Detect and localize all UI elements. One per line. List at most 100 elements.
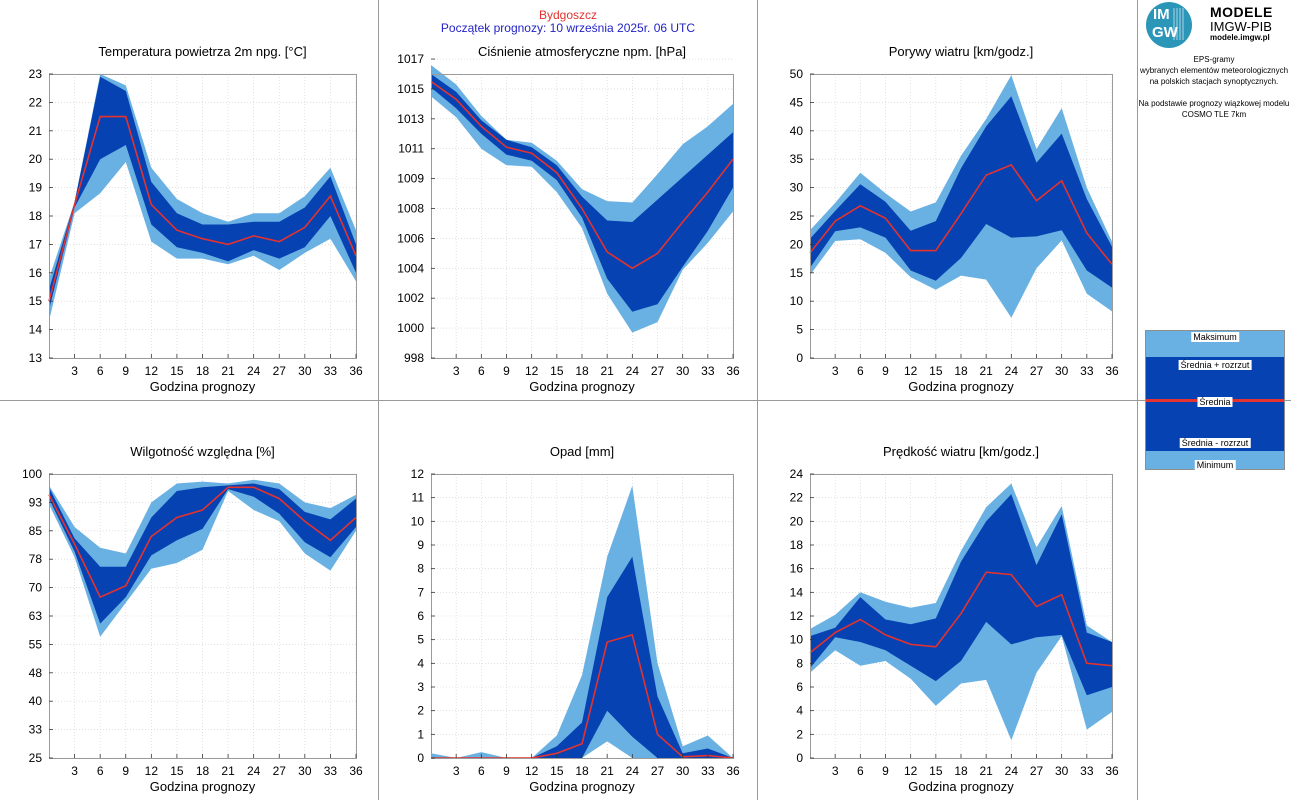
y-tick-label: 15	[790, 266, 804, 280]
x-tick-label: 15	[929, 764, 943, 778]
y-tick-label: 48	[29, 666, 43, 680]
x-tick-label: 24	[1005, 364, 1019, 378]
y-tick-label: 1	[417, 727, 424, 741]
spread-band	[49, 76, 356, 310]
legend-mean-minus-label: Średnia - rozrzut	[1179, 438, 1251, 448]
x-tick-label: 33	[701, 764, 715, 778]
chart-humidity: 3 6 9 12 15 18 21 24 27 30 33 362533404855637078859…	[22, 444, 363, 794]
y-tick-label: 7	[417, 585, 424, 599]
legend-min-label: Minimum	[1194, 460, 1236, 470]
x-tick-label: 27	[651, 364, 665, 378]
y-tick-label: 1004	[397, 261, 424, 275]
plot-frame	[49, 74, 357, 359]
y-tick-label: 1002	[397, 291, 424, 305]
x-tick-label: 33	[1080, 364, 1094, 378]
plot-frame	[810, 74, 1113, 359]
x-tick-label: 15	[929, 364, 943, 378]
y-tick-label: 12	[790, 609, 804, 623]
x-tick-label: 33	[324, 764, 338, 778]
y-tick-label: 1009	[397, 172, 424, 186]
brand-site: modele.imgw.pl	[1210, 33, 1270, 42]
x-tick-label: 9	[503, 364, 510, 378]
y-tick-label: 2	[796, 727, 803, 741]
y-tick-label: 9	[417, 538, 424, 552]
x-tick-label: 3	[71, 364, 78, 378]
y-tick-label: 40	[29, 694, 43, 708]
chart-windspeed: 3 6 9 12 15 18 21 24 27 30 33 360246810121416182022…	[790, 444, 1119, 794]
y-tick-label: 12	[411, 467, 425, 481]
description-text: EPS-gramy wybranych elementów meteorolog…	[1138, 55, 1290, 119]
x-tick-label: 27	[651, 764, 665, 778]
y-tick-label: 11	[412, 491, 425, 505]
mean-line	[48, 486, 357, 599]
y-tick-label: 16	[790, 562, 804, 576]
x-tick-label: 15	[170, 764, 184, 778]
spread-band	[810, 494, 1112, 696]
mean-line	[48, 115, 357, 302]
y-tick-label: 33	[29, 723, 43, 737]
y-tick-label: 55	[29, 637, 43, 651]
x-tick-label: 30	[298, 764, 312, 778]
x-tick-label: 30	[676, 364, 690, 378]
y-tick-label: 10	[790, 294, 804, 308]
x-tick-label: 12	[525, 364, 539, 378]
x-axis-label: Godzina prognozy	[150, 779, 256, 794]
mean-line	[809, 571, 1113, 667]
x-tick-label: 18	[954, 764, 968, 778]
x-tick-label: 27	[273, 764, 287, 778]
x-tick-label: 9	[122, 364, 129, 378]
plot-frame	[431, 74, 734, 359]
x-tick-label: 6	[478, 364, 485, 378]
y-tick-label: 1011	[398, 142, 424, 156]
y-tick-label: 14	[790, 585, 804, 599]
x-tick-label: 15	[550, 764, 564, 778]
y-tick-label: 14	[29, 323, 43, 337]
x-tick-label: 36	[1105, 764, 1119, 778]
y-tick-label: 15	[29, 294, 43, 308]
x-tick-label: 18	[575, 364, 589, 378]
x-tick-label: 21	[600, 764, 614, 778]
y-tick-label: 25	[790, 209, 804, 223]
x-tick-label: 24	[247, 764, 261, 778]
x-axis-label: Godzina prognozy	[908, 379, 1014, 394]
imgw-logo-icon: IM GW	[1146, 2, 1192, 48]
y-tick-label: 45	[790, 95, 804, 109]
x-tick-label: 12	[904, 364, 918, 378]
chart-title: Ciśnienie atmosferyczne npm. [hPa]	[478, 44, 686, 59]
x-tick-label: 21	[979, 364, 993, 378]
chart-precip: 3 6 9 12 15 18 21 24 27 30 33 360123456789101112Opa…	[411, 444, 740, 794]
y-tick-label: 23	[29, 67, 43, 81]
x-tick-label: 36	[1105, 364, 1119, 378]
y-tick-label: 22	[29, 95, 43, 109]
chart-pressure: 3 6 9 12 15 18 21 24 27 30 33 369981000100210041006…	[397, 44, 740, 394]
x-tick-label: 18	[954, 364, 968, 378]
y-tick-label: 20	[29, 152, 43, 166]
y-tick-label: 1000	[397, 321, 424, 335]
x-axis-label: Godzina prognozy	[150, 379, 256, 394]
chart-title: Temperatura powietrza 2m npg. [°C]	[98, 44, 306, 59]
x-tick-label: 27	[1030, 364, 1044, 378]
y-tick-label: 20	[790, 237, 804, 251]
x-tick-label: 21	[221, 364, 235, 378]
y-tick-label: 30	[790, 181, 804, 195]
y-tick-label: 40	[790, 124, 804, 138]
x-tick-label: 30	[1055, 364, 1069, 378]
x-tick-label: 36	[349, 364, 363, 378]
x-tick-label: 6	[97, 764, 104, 778]
chart-title: Opad [mm]	[550, 444, 614, 459]
x-tick-label: 3	[453, 764, 460, 778]
y-tick-label: 35	[790, 152, 804, 166]
x-tick-label: 9	[882, 764, 889, 778]
y-tick-label: 3	[417, 680, 424, 694]
y-tick-label: 50	[790, 67, 804, 81]
chart-temp: 3 6 9 12 15 18 21 24 27 30 33 361314151617181920212…	[29, 44, 363, 394]
y-tick-label: 10	[411, 514, 425, 528]
y-tick-label: 13	[29, 351, 43, 365]
x-tick-label: 3	[453, 364, 460, 378]
y-tick-label: 6	[796, 680, 803, 694]
y-tick-label: 22	[790, 491, 804, 505]
x-tick-label: 33	[1080, 764, 1094, 778]
y-tick-label: 1017	[397, 52, 424, 66]
y-tick-label: 24	[790, 467, 804, 481]
y-tick-label: 6	[417, 609, 424, 623]
